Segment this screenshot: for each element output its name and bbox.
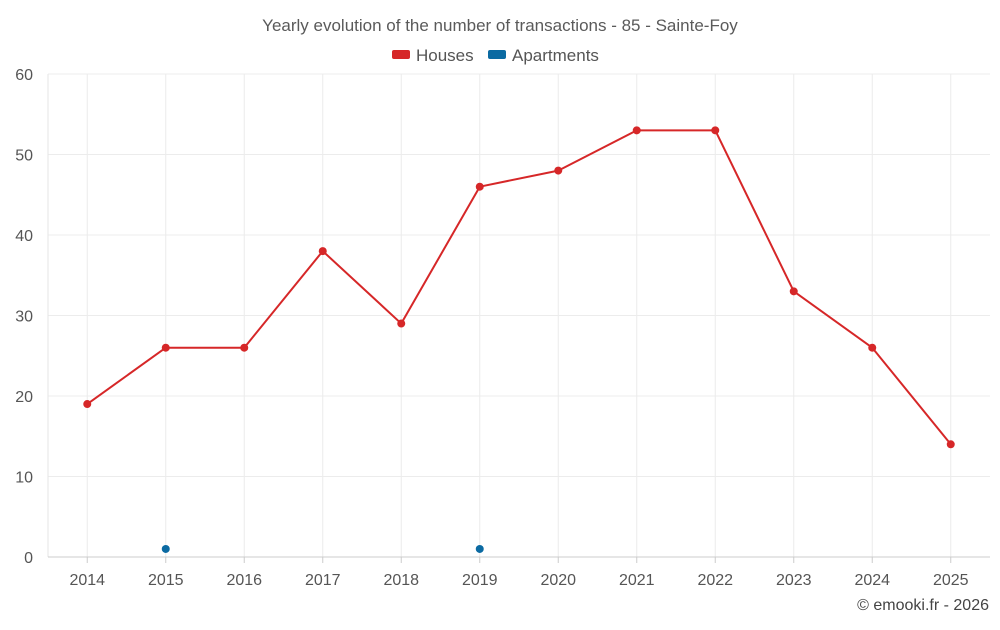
y-tick-label: 40 — [15, 228, 33, 245]
chart-title: Yearly evolution of the number of transa… — [262, 16, 738, 35]
data-point-houses[interactable] — [83, 400, 92, 409]
x-tick-label: 2023 — [776, 572, 812, 589]
y-tick-label: 10 — [15, 470, 33, 487]
y-tick-label: 30 — [15, 309, 33, 326]
legend-label-apartments[interactable]: Apartments — [512, 46, 599, 65]
data-point-houses[interactable] — [240, 343, 249, 352]
legend-swatch-apartments — [488, 50, 506, 59]
y-tick-label: 20 — [15, 389, 33, 406]
data-point-houses[interactable] — [554, 166, 563, 175]
y-tick-label: 60 — [15, 67, 33, 84]
footer-credit: © emooki.fr - 2026 — [857, 597, 989, 614]
series-layer — [83, 126, 955, 553]
x-tick-label: 2022 — [697, 572, 733, 589]
data-point-houses[interactable] — [868, 343, 877, 352]
x-tick-label: 2016 — [226, 572, 262, 589]
axes: 0 10 20 30 40 50 60 2014 2015 2016 2017 2018 2019 202… — [15, 67, 990, 589]
data-point-houses[interactable] — [397, 319, 406, 328]
legend-swatch-houses — [392, 50, 410, 59]
data-point-houses[interactable] — [711, 126, 720, 135]
data-point-apartments[interactable] — [161, 544, 170, 553]
grid — [48, 73, 990, 557]
x-tick-label: 2025 — [933, 572, 969, 589]
y-tick-label: 50 — [15, 148, 33, 165]
data-point-apartments[interactable] — [475, 544, 484, 553]
x-tick-label: 2014 — [69, 572, 105, 589]
legend: Houses Apartments — [392, 46, 599, 65]
series-houses — [83, 126, 955, 449]
x-tick-label: 2021 — [619, 572, 655, 589]
data-point-houses[interactable] — [475, 182, 484, 191]
x-tick-label: 2015 — [148, 572, 184, 589]
data-point-houses[interactable] — [632, 126, 641, 135]
x-tick-label: 2018 — [383, 572, 419, 589]
x-tick-label: 2020 — [540, 572, 576, 589]
data-point-houses[interactable] — [318, 247, 327, 256]
series-line-houses — [86, 129, 952, 445]
x-tick-label: 2017 — [305, 572, 341, 589]
y-tick-label: 0 — [24, 550, 33, 567]
data-point-houses[interactable] — [161, 343, 170, 352]
series-apartments — [161, 544, 484, 553]
legend-label-houses[interactable]: Houses — [416, 46, 474, 65]
data-point-houses[interactable] — [946, 440, 955, 449]
x-tick-label: 2024 — [854, 572, 890, 589]
data-point-houses[interactable] — [789, 287, 798, 296]
x-tick-label: 2019 — [462, 572, 498, 589]
